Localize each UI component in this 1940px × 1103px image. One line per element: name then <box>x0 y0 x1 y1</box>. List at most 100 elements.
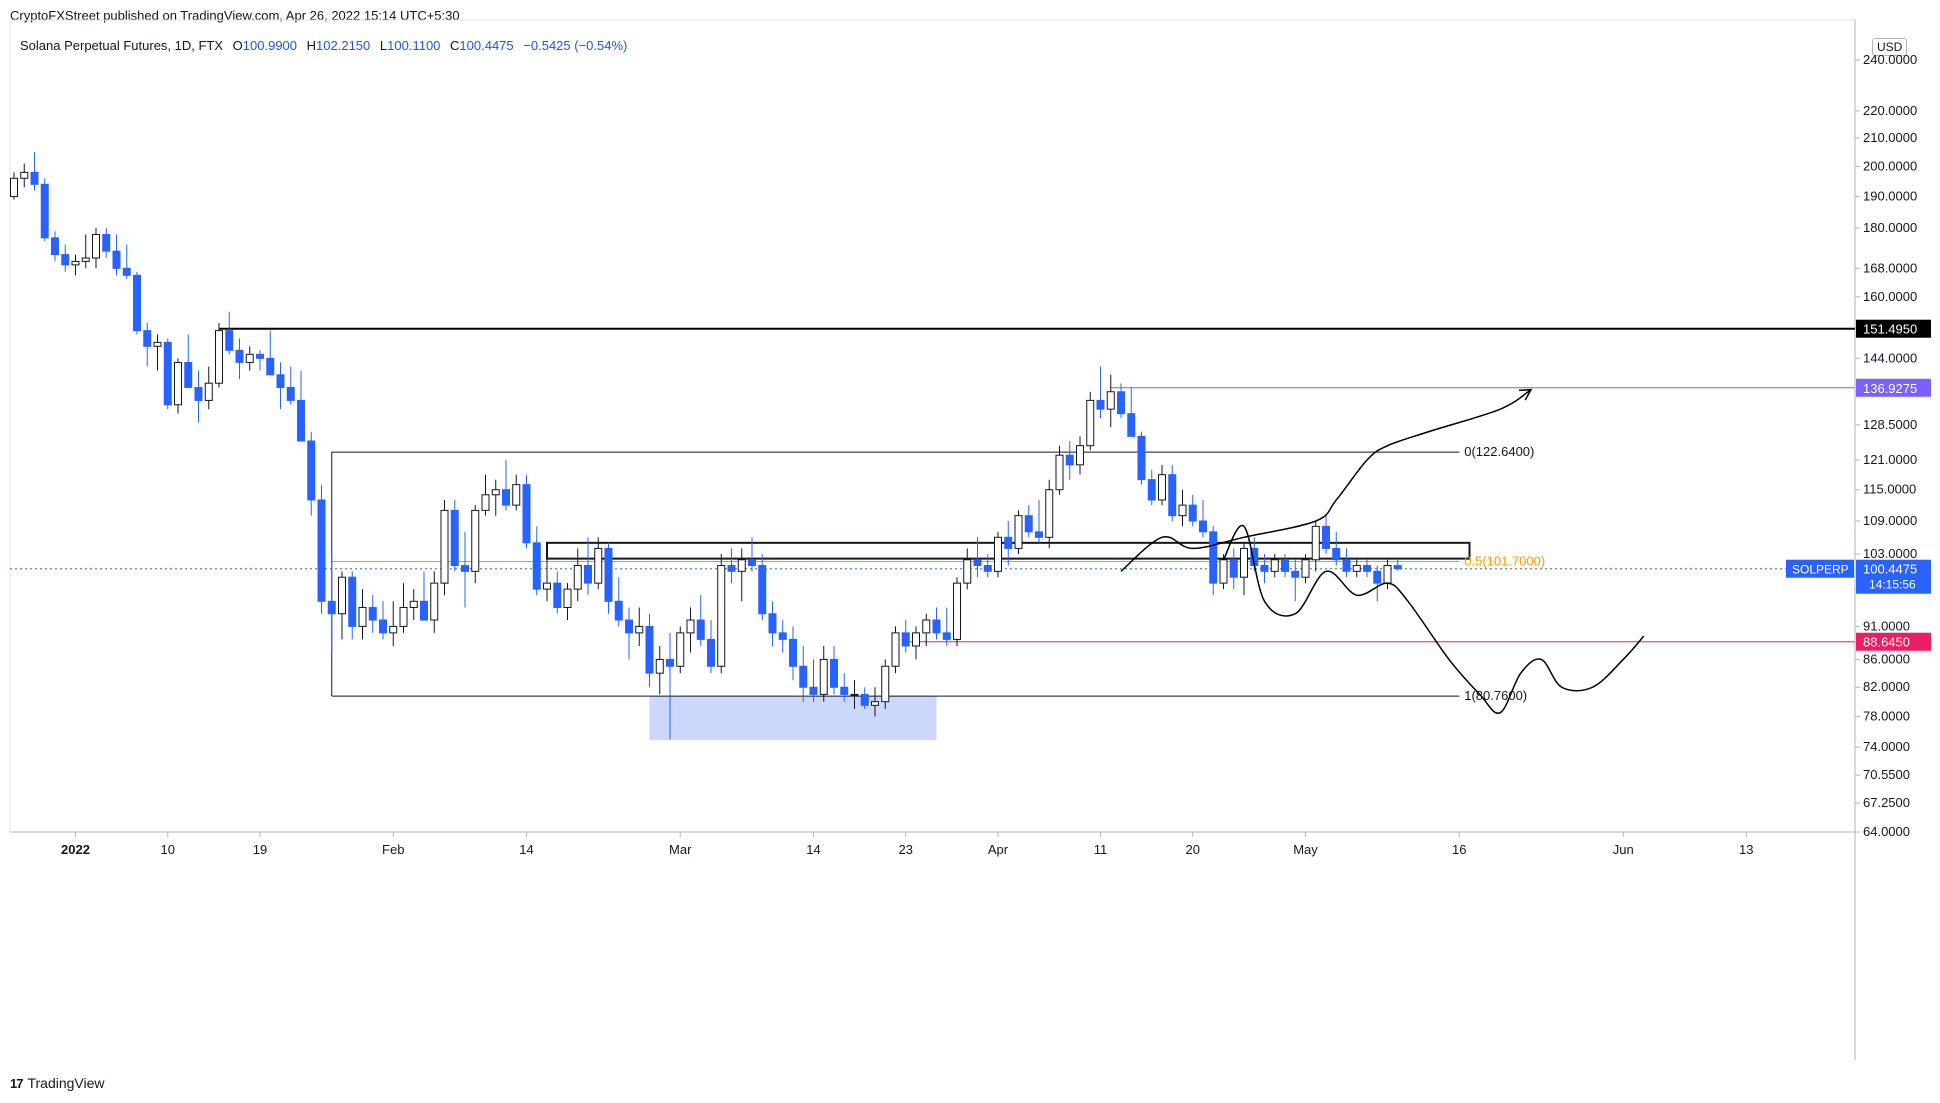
candle <box>1373 565 1382 602</box>
symbol-badge <box>1786 559 1854 578</box>
candle <box>1106 374 1115 428</box>
candle-body <box>594 547 603 584</box>
candle <box>881 659 890 710</box>
candle <box>122 244 131 279</box>
candle <box>819 646 828 702</box>
candle <box>1332 531 1341 566</box>
candle <box>1117 383 1125 419</box>
candle <box>1281 554 1289 578</box>
candle-body <box>379 619 387 634</box>
candle-body <box>768 613 777 634</box>
candle-body <box>573 565 582 590</box>
candle-body <box>850 693 859 696</box>
level-badge-support <box>1856 632 1931 651</box>
candle-body <box>871 701 879 706</box>
candle-body <box>686 619 695 634</box>
demand-zone <box>649 696 937 741</box>
candle-body <box>204 382 213 401</box>
tradingview-logo[interactable]: 17 TradingView <box>10 1075 105 1091</box>
candle <box>1352 559 1361 578</box>
candle-body <box>1332 547 1341 561</box>
candle <box>153 334 162 371</box>
candle-body <box>1209 531 1218 584</box>
candle-body <box>1045 489 1054 538</box>
candle-body <box>348 576 357 627</box>
time-tick-label: 2022 <box>61 842 90 857</box>
candle-body <box>1199 520 1207 533</box>
candle-body <box>194 386 203 401</box>
candle <box>799 646 808 702</box>
price-tick-label: 190.0000 <box>1863 188 1917 203</box>
candle <box>481 474 490 516</box>
candle-body <box>758 565 767 615</box>
candle-body <box>20 171 29 179</box>
candle <box>727 548 736 584</box>
candle <box>840 673 849 702</box>
candle <box>625 607 633 660</box>
candle <box>860 687 869 710</box>
candle-body <box>81 257 90 262</box>
candle-body <box>707 638 715 667</box>
price-tick-label: 91.0000 <box>1863 618 1910 633</box>
price-tick-label: 121.0000 <box>1863 452 1917 467</box>
candle <box>112 234 121 276</box>
level-badge-label-resistance: 151.4950 <box>1863 322 1917 337</box>
candle-body <box>502 489 510 506</box>
symbol-name[interactable]: Solana Perpetual Futures, 1D, FTX <box>20 38 224 53</box>
time-tick-label: 11 <box>1094 842 1108 857</box>
price-tick-label: 168.0000 <box>1863 260 1917 275</box>
candle <box>1363 559 1371 578</box>
symbol-badge-label: SOLPERP <box>1792 563 1849 577</box>
candle-body <box>1055 454 1064 491</box>
candle-body <box>1352 565 1361 572</box>
candle-body <box>409 600 418 608</box>
candle <box>1096 366 1105 419</box>
candle <box>768 601 777 647</box>
current-price-label: 100.4475 <box>1863 562 1917 577</box>
candle-body <box>10 177 18 197</box>
candle <box>676 626 685 674</box>
candle <box>635 607 644 647</box>
candle-body <box>1240 547 1248 578</box>
candle-body <box>1035 531 1043 538</box>
candle-body <box>799 665 808 688</box>
candle <box>553 571 562 614</box>
candle <box>225 311 234 355</box>
candle <box>389 601 398 647</box>
currency-button[interactable]: USD <box>1872 38 1908 56</box>
candle <box>543 554 551 602</box>
candle <box>1342 548 1351 578</box>
candle <box>317 484 326 614</box>
price-tick-label: 82.0000 <box>1863 679 1910 694</box>
open-value: 100.9900 <box>242 38 298 53</box>
candle <box>235 338 244 379</box>
time-tick-label: 14 <box>519 842 533 857</box>
candle-body <box>1158 474 1166 501</box>
candle <box>348 571 357 640</box>
change-value: −0.5425 (−0.54%) <box>523 38 628 53</box>
candle-body <box>235 349 244 363</box>
time-tick-label: Apr <box>988 842 1009 857</box>
tradingview-logo-icon: 17 <box>10 1075 24 1091</box>
candle <box>522 474 531 549</box>
candle-body <box>1219 559 1228 584</box>
open-label: O <box>232 38 243 53</box>
candle-body <box>1188 504 1197 522</box>
candle-body <box>450 509 459 567</box>
candle <box>901 620 910 653</box>
price-tick-label: 144.0000 <box>1863 350 1917 365</box>
candle <box>1004 521 1013 566</box>
candle <box>1209 526 1218 596</box>
candle <box>614 577 623 627</box>
candle <box>1137 431 1146 485</box>
candle <box>420 571 428 621</box>
price-tick-label: 78.0000 <box>1863 708 1910 723</box>
candle <box>20 163 29 188</box>
candle <box>1178 489 1187 527</box>
price-tick-label: 210.0000 <box>1863 130 1917 145</box>
candle-body <box>1270 559 1279 572</box>
price-tick-label: 74.0000 <box>1863 739 1910 754</box>
candle <box>912 626 920 660</box>
fib-level-label: 1(80.7600) <box>1464 688 1527 703</box>
